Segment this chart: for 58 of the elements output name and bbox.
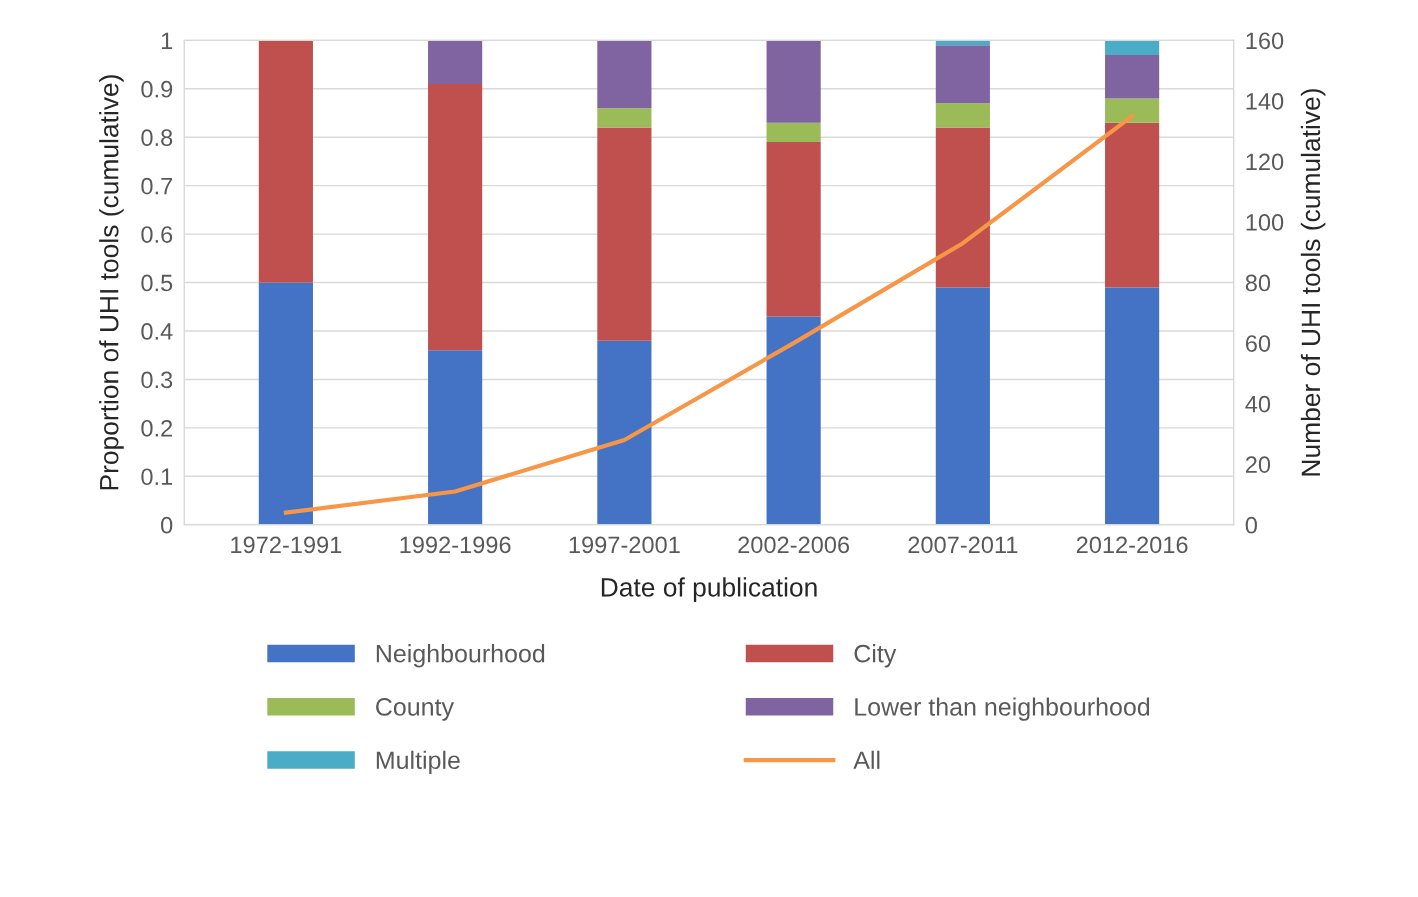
y2-tick-label: 20 bbox=[1245, 456, 1271, 473]
y2-tick-label: 100 bbox=[1246, 214, 1284, 231]
legend-label: Lower than neighbourhood bbox=[855, 697, 1150, 721]
x-tick-label: 2007-2011 bbox=[908, 536, 1018, 554]
y2-tick-label: 160 bbox=[1246, 32, 1284, 50]
y-tick-label: 0.9 bbox=[141, 80, 173, 98]
x-tick-label: 2002-2006 bbox=[738, 536, 850, 554]
bar bbox=[428, 83, 483, 351]
y2-axis-title: Number of UHI tools (cumulative) bbox=[1300, 89, 1326, 476]
y2-tick-label: 0 bbox=[1245, 516, 1257, 534]
bar bbox=[1105, 54, 1160, 99]
bar bbox=[597, 340, 652, 525]
x-tick-label: 1992-1996 bbox=[400, 536, 511, 554]
x-tick-label: 2012-2016 bbox=[1076, 536, 1188, 554]
y-tick-label: 0.3 bbox=[141, 371, 173, 389]
bar bbox=[935, 287, 990, 525]
legend-label: Multiple bbox=[376, 750, 460, 775]
bar bbox=[766, 122, 821, 143]
y2-tick-label: 60 bbox=[1245, 335, 1271, 352]
bar bbox=[1105, 40, 1160, 55]
line-series bbox=[283, 113, 1135, 515]
bar bbox=[597, 127, 652, 341]
bar bbox=[428, 40, 483, 84]
y2-tick-label: 80 bbox=[1245, 274, 1271, 292]
bar bbox=[766, 40, 821, 123]
y-tick-label: 0.7 bbox=[141, 177, 173, 195]
y2-tick-label: 140 bbox=[1246, 92, 1284, 110]
bar bbox=[1105, 287, 1160, 525]
bar bbox=[597, 108, 652, 128]
bar bbox=[766, 316, 821, 525]
bar bbox=[935, 127, 990, 288]
x-tick-label: 1972-1991 bbox=[231, 536, 342, 554]
y-axis-title: Proportion of UHI tools (cumulative) bbox=[99, 75, 124, 490]
legend-label: All bbox=[853, 750, 880, 769]
bar bbox=[597, 40, 652, 109]
y-tick-label: 0.6 bbox=[141, 226, 173, 243]
y-tick-label: 1 bbox=[161, 32, 173, 49]
y-tick-label: 0 bbox=[161, 516, 173, 534]
bar bbox=[258, 282, 313, 525]
bar bbox=[1105, 98, 1160, 123]
y-tick-label: 0.5 bbox=[141, 274, 173, 292]
y2-tick-label: 120 bbox=[1246, 153, 1284, 171]
y-tick-label: 0.4 bbox=[141, 323, 173, 340]
bar bbox=[935, 103, 990, 128]
x-tick-label: 1997-2001 bbox=[569, 536, 680, 554]
bar bbox=[258, 40, 313, 283]
bar bbox=[1105, 122, 1160, 288]
x-axis-title: Date of publication bbox=[601, 577, 817, 602]
legend-label: City bbox=[854, 644, 897, 668]
bar bbox=[766, 142, 821, 317]
y2-tick-label: 40 bbox=[1245, 395, 1271, 413]
y-tick-label: 0.1 bbox=[141, 468, 173, 486]
y-tick-label: 0.8 bbox=[141, 129, 173, 147]
legend-label: County bbox=[376, 698, 454, 721]
bar bbox=[428, 350, 483, 525]
legend-label: Neighbourhood bbox=[376, 644, 545, 668]
y-tick-label: 0.2 bbox=[141, 419, 173, 437]
bar bbox=[935, 45, 990, 104]
